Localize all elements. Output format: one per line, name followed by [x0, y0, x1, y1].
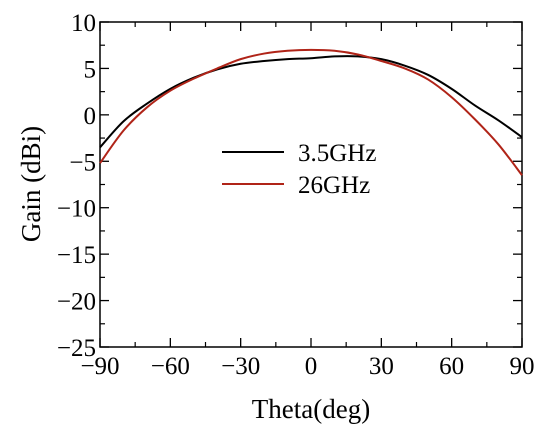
y-axis-title: Gain (dBi): [16, 126, 46, 242]
series-line-b: [99, 48, 523, 176]
y-tick-label: −15: [57, 242, 96, 269]
y-tick-label: −25: [57, 335, 96, 362]
x-tick-label: −30: [221, 353, 260, 380]
x-tick-label: −60: [151, 353, 190, 380]
x-tick-label: 30: [369, 353, 394, 380]
y-tick-label: 5: [84, 56, 97, 83]
series-line-a: [99, 55, 523, 149]
y-tick-label: −10: [57, 196, 96, 223]
y-tick-label: 10: [71, 10, 96, 37]
y-tick-label: 0: [84, 103, 97, 130]
x-tick-label: 0: [305, 353, 318, 380]
tick-labels: −90 −60 −30 0 30 60 90 −25 −20 −15 −10 −5 0 5 10: [57, 10, 535, 380]
legend: 3.5GHz 26GHz: [222, 140, 376, 199]
legend-label: 3.5GHz: [298, 140, 376, 167]
legend-label: 26GHz: [298, 172, 370, 199]
x-tick-label: −90: [80, 353, 119, 380]
y-tick-label: −20: [57, 289, 96, 316]
y-tick-label: −5: [69, 149, 96, 176]
axis-ticks: [99, 21, 523, 348]
x-axis-title: Theta(deg): [252, 394, 370, 424]
series-lines: [99, 48, 523, 176]
x-tick-label: 90: [510, 353, 535, 380]
x-tick-label: 60: [439, 353, 464, 380]
